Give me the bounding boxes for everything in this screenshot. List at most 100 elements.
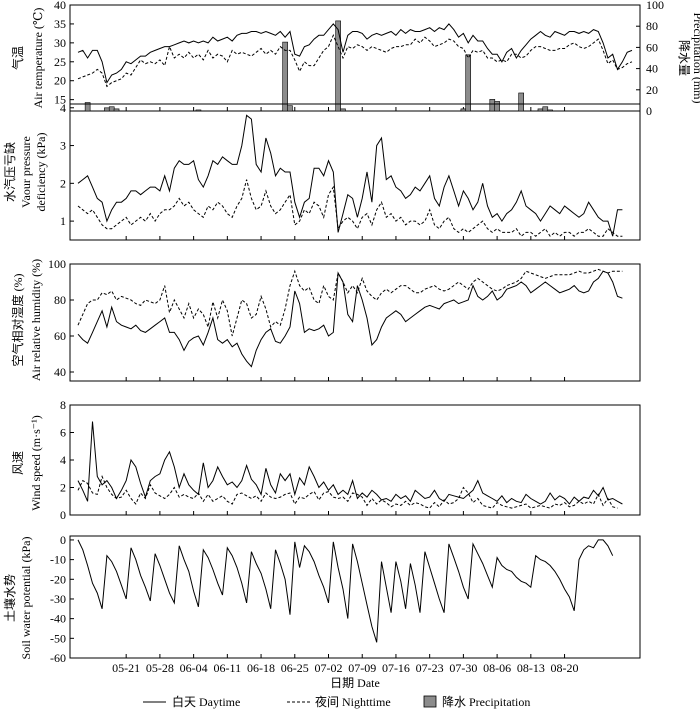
axes: 1 2 3 4: [60, 101, 566, 240]
y-tick-label: 20: [54, 74, 66, 88]
axes: 40 60 80 100: [48, 257, 566, 381]
daytime-line: [77, 421, 623, 505]
y-tick-label: 80: [54, 293, 66, 307]
x-tick-label: 06-25: [281, 661, 309, 675]
series-lines: [77, 268, 623, 368]
precipitation-bar: [113, 108, 120, 112]
x-tick-label: 07-02: [315, 661, 343, 675]
y2label-en: Precipitation (mm): [691, 13, 700, 104]
precipitation-bar: [282, 41, 288, 112]
x-tick-label: 08-20: [551, 661, 579, 675]
daytime-line: [77, 270, 623, 368]
x-tick-label: 08-06: [483, 661, 511, 675]
precipitation-bar: [287, 105, 293, 112]
x-tick-label: 06-11: [214, 661, 242, 675]
y-tick-label: 40: [54, 365, 66, 379]
legend-daytime: 白天 Daytime: [172, 694, 240, 709]
nighttime-line: [77, 179, 623, 237]
y-tick-label: 100: [48, 257, 66, 271]
precipitation-bar: [518, 92, 525, 112]
axes: 0 -10 -20 -30 -40 -50 -60: [50, 533, 566, 665]
precipitation-bar: [537, 108, 544, 112]
legend-swatch-precipitation: [423, 695, 437, 708]
precipitation-bar: [460, 108, 467, 112]
nighttime-line: [77, 268, 623, 337]
ylabel-zh: 风速: [11, 451, 25, 475]
y-tick-label: 30: [54, 36, 66, 50]
precipitation-bar: [108, 106, 115, 112]
y2-tick-label: 80: [646, 19, 658, 33]
y-tick-label: -10: [50, 553, 66, 567]
precipitation-bar: [84, 102, 91, 112]
precipitation-bar: [542, 106, 549, 112]
xlabel: 日期 Date: [330, 676, 380, 690]
y-tick-label: 3: [60, 139, 66, 153]
y-tick-label: 1: [60, 214, 66, 228]
precipitation-bar: [340, 108, 346, 112]
y2-tick-label: 60: [646, 40, 658, 54]
y-tick-label: 35: [54, 17, 66, 31]
legend-nighttime: 夜间 Nighttime: [315, 694, 391, 709]
x-tick-label: 06-18: [247, 661, 275, 675]
x-tick-label: 07-16: [382, 661, 410, 675]
y-tick-label: 40: [54, 0, 66, 12]
x-tick-label: 07-30: [449, 661, 477, 675]
y2-tick-label: 0: [646, 104, 652, 118]
precipitation-bar: [547, 109, 553, 112]
y-tick-label: 60: [54, 329, 66, 343]
precipitation-bar: [494, 101, 500, 112]
y-tick-label: -60: [50, 651, 66, 665]
daytime-line: [77, 23, 633, 84]
panel-soil-water-potential: 0 -10 -20 -30 -40 -50 -60 05-21 05-28 06-04 06-11…: [2, 533, 641, 690]
ylabel-zh: 空气相对湿度 (%): [10, 274, 25, 367]
nighttime-line: [77, 474, 618, 509]
precipitation-bars: [84, 20, 553, 112]
precipitation-bar: [465, 54, 472, 112]
precipitation-bar: [335, 20, 341, 112]
daytime-line: [77, 539, 614, 643]
plot-frame: [69, 4, 641, 112]
x-tick-label: 05-21: [112, 661, 140, 675]
ylabel-en: Soil water potential (kPa): [19, 537, 33, 660]
y-tick-label: 6: [60, 426, 66, 440]
y-tick-label: 2: [60, 176, 66, 190]
panel-air-relative-humidity: 40 60 80 100 空气相对湿度 (%) Air relative humidi…: [10, 257, 641, 382]
ylabel-zh: 土壤水势: [2, 574, 17, 622]
y-tick-label: 4: [60, 453, 66, 467]
x-tick-label: 07-23: [416, 661, 444, 675]
legend-precipitation: 降水 Precipitation: [442, 695, 530, 709]
y2-tick-label: 20: [646, 83, 658, 97]
plot-frame: [69, 103, 641, 241]
y-tick-label: -40: [50, 612, 66, 626]
y2label-zh: 降水量: [677, 40, 691, 76]
x-tick-label: 05-28: [146, 661, 174, 675]
precipitation-bar: [195, 109, 202, 112]
series-lines: [77, 114, 623, 237]
ylabel-en-1: Vaour pressure: [19, 136, 33, 208]
ylabel-en-2: deficiency (kPa): [34, 133, 48, 212]
axes: 15 20 25 30 35 40 0 20 40 60 80 100: [54, 0, 664, 118]
y2-tick-label: 40: [646, 62, 658, 76]
y-tick-label: 25: [54, 55, 66, 69]
plot-frame: [69, 263, 641, 382]
plot-frame: [69, 535, 641, 659]
series-lines: [77, 421, 623, 509]
ylabel-en: Air relative humidity (%): [29, 259, 43, 381]
series-lines: [77, 23, 633, 88]
precipitation-bar: [489, 99, 496, 112]
y-tick-label: -50: [50, 631, 66, 645]
legend: 白天 Daytime 夜间 Nighttime 降水 Precipitation: [143, 694, 530, 709]
nighttime-line: [77, 34, 633, 88]
panel-wind-speed: 0 2 4 6 8 风速 Wind speed (m·s⁻¹): [11, 398, 641, 522]
panel-vapour-pressure-deficiency: 1 2 3 4 水汽压亏缺 Vaour pressure deficiency (kP…: [2, 101, 641, 241]
y-tick-label: 2: [60, 481, 66, 495]
precipitation-bar: [104, 107, 110, 112]
x-tick-label: 07-09: [348, 661, 376, 675]
y-tick-label: 4: [60, 101, 66, 115]
ylabel-en: Air temperature (℃): [31, 8, 45, 109]
ylabel-zh: 水汽压亏缺: [2, 142, 17, 202]
series-lines: [77, 539, 614, 643]
x-axis-ticks: 05-21 05-28 06-04 06-11 06-18 06-25 07-02 07-09…: [112, 661, 578, 675]
y-tick-label: -30: [50, 592, 66, 606]
